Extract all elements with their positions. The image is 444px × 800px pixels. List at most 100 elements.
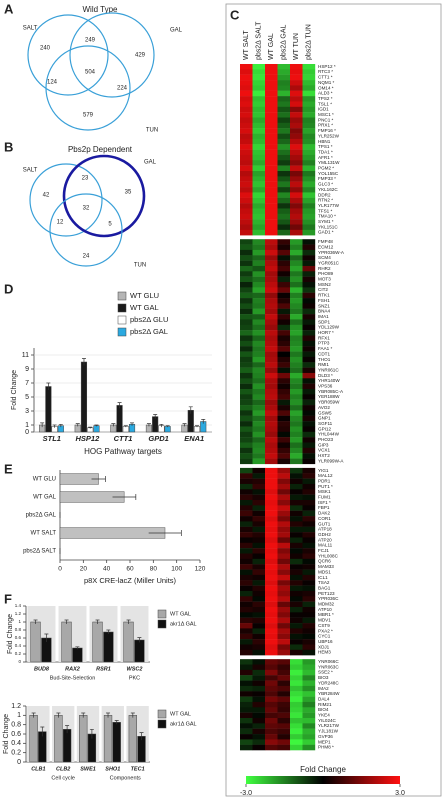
heatmap-cell	[290, 442, 303, 449]
gene-label: ATP18	[318, 527, 332, 532]
heatmap-cell	[240, 96, 253, 102]
heatmap-cell	[302, 691, 316, 697]
heatmap-cell	[290, 718, 303, 724]
heatmap-cell	[290, 644, 303, 650]
heatmap-cell	[252, 314, 266, 320]
x-tick-label: TEC1	[131, 766, 145, 772]
heatmap-cell	[265, 308, 278, 315]
y-tick-label: pbs2Δ GAL	[26, 513, 57, 519]
heatmap-cell	[290, 548, 303, 554]
heatmap-cell	[277, 500, 291, 506]
x-tick-label: CLB1	[31, 766, 45, 772]
heatmap-cell	[252, 510, 266, 517]
heatmap-cell	[302, 505, 316, 511]
heatmap-cell	[277, 553, 291, 560]
error-bar	[56, 712, 61, 718]
gene-label: RMI1	[318, 362, 329, 367]
heatmap-cell	[290, 335, 303, 342]
heatmap-cell	[252, 244, 266, 251]
y-tick-label: 0.4	[15, 643, 22, 648]
heatmap-cell	[277, 537, 291, 543]
heatmap-cell	[240, 483, 253, 490]
heatmap-cell	[265, 314, 278, 320]
heatmap-cell	[240, 282, 253, 288]
heatmap-cell	[290, 405, 303, 411]
heatmap-cell	[302, 442, 316, 449]
heatmap-cell	[302, 458, 316, 465]
panel-letter: E	[4, 461, 13, 476]
gene-label: FAA1 *	[318, 346, 333, 351]
heatmap-cell	[290, 367, 303, 374]
heatmap-cell	[240, 669, 253, 676]
heatmap-cell	[252, 356, 266, 363]
heatmap-cell	[277, 548, 291, 554]
heatmap-cell	[252, 453, 266, 459]
gene-label: MDM32	[318, 602, 335, 607]
heatmap-cell	[240, 564, 253, 570]
heatmap-cell	[290, 585, 303, 592]
gene-label: PHO23	[318, 437, 334, 442]
heatmap-cell	[240, 192, 253, 198]
heatmap-cell	[302, 473, 316, 479]
heatmap-cell	[290, 510, 303, 517]
heatmap-cell	[277, 213, 291, 220]
gene-label: YML131W	[318, 160, 340, 165]
heatmap-cell	[240, 691, 253, 697]
heatmap-cell	[302, 138, 316, 145]
heatmap-cell	[277, 356, 291, 363]
heatmap-cell	[252, 723, 266, 729]
heatmap-cell	[252, 330, 266, 336]
heatmap-cell	[252, 292, 266, 299]
heatmap-cell	[277, 176, 291, 182]
heatmap-cell	[302, 330, 316, 336]
heatmap-cell	[265, 346, 278, 352]
heatmap-cell	[252, 64, 266, 70]
heatmap-cell	[265, 213, 278, 220]
heatmap-cell	[302, 394, 316, 400]
heatmap-cell	[265, 389, 278, 395]
heatmap-cell	[302, 117, 316, 124]
x-tick-label: 40	[103, 566, 111, 573]
heatmap-cell	[265, 399, 278, 406]
heatmap-cell	[265, 203, 278, 209]
gene-label: BAG1	[318, 585, 331, 590]
heatmap-cell	[290, 298, 303, 304]
heatmap-cell	[240, 516, 253, 522]
gene-label: YLR252W	[318, 133, 340, 138]
heatmap-cell	[252, 208, 266, 214]
gene-label: YDR248C	[318, 680, 339, 685]
heatmap-cell	[265, 633, 278, 640]
panel-letter: C	[230, 7, 240, 22]
y-tick-label: 7	[25, 380, 29, 387]
heatmap-cell	[290, 372, 303, 379]
heatmap-cell	[302, 106, 316, 113]
heatmap-cell	[265, 133, 278, 140]
heatmap-cell	[277, 394, 291, 400]
heatmap-cell	[277, 569, 291, 576]
heatmap-cell	[290, 112, 303, 118]
bar	[137, 736, 146, 763]
gene-label: DAL4	[318, 696, 330, 701]
heatmap-cell	[302, 149, 316, 156]
heatmap-cell	[240, 580, 253, 586]
heatmap-cell	[277, 276, 291, 283]
heatmap-cell	[302, 303, 316, 309]
heatmap-cell	[302, 644, 316, 650]
heatmap-cell	[277, 590, 291, 597]
heatmap-cell	[302, 128, 316, 134]
heatmap-cell	[240, 219, 253, 225]
heatmap-cell	[265, 516, 278, 522]
gene-label: FBP1	[318, 505, 330, 510]
heatmap-cell	[240, 553, 253, 560]
heatmap-cell	[290, 340, 303, 347]
heatmap-cell	[240, 112, 253, 118]
heatmap-cell	[302, 90, 316, 97]
error-bar	[91, 476, 106, 482]
heatmap-cell	[265, 224, 278, 231]
heatmap-cell	[252, 383, 266, 390]
heatmap-cell	[290, 165, 303, 172]
heatmap-cell	[265, 160, 278, 166]
panel-letter: F	[4, 591, 12, 606]
heatmap-cell	[302, 612, 316, 618]
